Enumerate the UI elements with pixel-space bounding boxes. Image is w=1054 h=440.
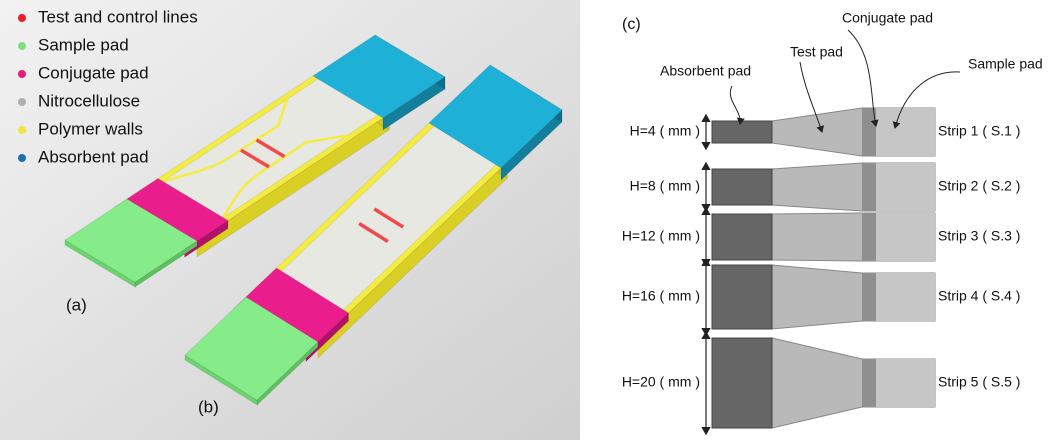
legend-label: Nitrocellulose bbox=[38, 91, 140, 110]
pad-label: Sample pad bbox=[968, 56, 1043, 72]
sample-region bbox=[876, 213, 935, 261]
absorbent-region bbox=[712, 265, 772, 329]
absorbent-region bbox=[712, 121, 772, 143]
legend-dot bbox=[18, 70, 26, 78]
strip-height: H=8 ( mm ) bbox=[630, 178, 700, 194]
legend-label: Conjugate pad bbox=[38, 63, 149, 82]
strip-name: Strip 5 ( S.5 ) bbox=[938, 374, 1020, 390]
figure: Test and control lines Sample pad Conjugat… bbox=[0, 0, 1054, 440]
sample-region bbox=[876, 163, 935, 211]
strip-height: H=12 ( mm ) bbox=[622, 228, 700, 244]
pad-label: Absorbent pad bbox=[660, 63, 751, 79]
strip-name: Strip 3 ( S.3 ) bbox=[938, 228, 1020, 244]
absorbent-region bbox=[712, 169, 772, 205]
strip-height: H=16 ( mm ) bbox=[622, 288, 700, 304]
legend-dot bbox=[18, 126, 26, 134]
conjugate-band bbox=[862, 213, 876, 261]
legend-dot bbox=[18, 98, 26, 106]
panel-label: (a) bbox=[66, 295, 87, 314]
strip-name: Strip 2 ( S.2 ) bbox=[938, 178, 1020, 194]
legend-label: Test and control lines bbox=[38, 7, 198, 26]
strip-name: Strip 1 ( S.1 ) bbox=[938, 123, 1020, 139]
pad-label: Conjugate pad bbox=[842, 10, 933, 26]
legend-label: Sample pad bbox=[38, 35, 129, 54]
strip-height: H=20 ( mm ) bbox=[622, 374, 700, 390]
absorbent-region bbox=[712, 214, 772, 260]
legend-label: Absorbent pad bbox=[38, 147, 149, 166]
pad-arrow bbox=[730, 86, 740, 124]
sample-region bbox=[876, 273, 935, 321]
sample-region bbox=[876, 108, 935, 156]
absorbent-region bbox=[712, 338, 772, 428]
conjugate-band bbox=[862, 273, 876, 321]
panel-c: (c) H=4 ( mm ) Strip 1 ( S.1 ) H=8 ( mm ) St… bbox=[622, 10, 1043, 428]
legend-dot bbox=[18, 154, 26, 162]
legend-dot bbox=[18, 14, 26, 22]
panel-label: (b) bbox=[198, 397, 219, 416]
conjugate-band bbox=[862, 163, 876, 211]
panel-label: (c) bbox=[622, 16, 641, 33]
strip-name: Strip 4 ( S.4 ) bbox=[938, 288, 1020, 304]
pad-label: Test pad bbox=[790, 44, 843, 60]
strip-height: H=4 ( mm ) bbox=[630, 123, 700, 139]
legend-label: Polymer walls bbox=[38, 119, 143, 138]
sample-region bbox=[876, 359, 935, 407]
conjugate-band bbox=[862, 359, 876, 407]
legend-dot bbox=[18, 42, 26, 50]
